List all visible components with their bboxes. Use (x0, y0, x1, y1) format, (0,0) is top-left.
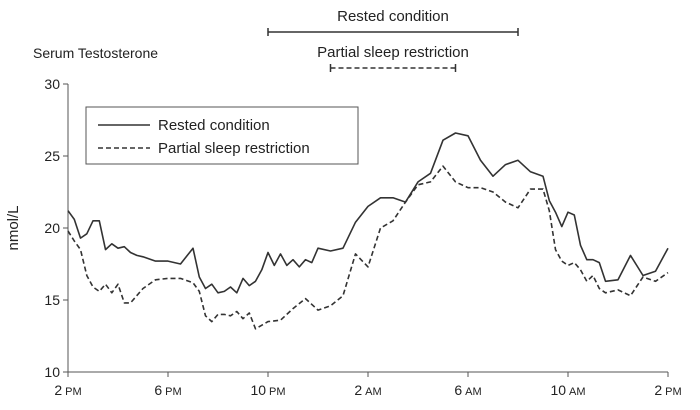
series-line-rested-condition (67, 132, 669, 294)
x-tick-ampm: AM (365, 386, 382, 398)
x-tick-hour: 2 (654, 382, 662, 398)
x-tick-label: 10 PM (250, 382, 285, 398)
x-tick-hour: 2 (354, 382, 362, 398)
y-ticks: 10 15 20 25 30 (44, 76, 68, 380)
y-tick-label: 25 (44, 148, 60, 164)
x-ticks: 2 PM 6 PM 10 PM 2 AM 6 AM 10 AM 2 PM (54, 372, 682, 398)
legend-box (85, 106, 359, 165)
x-tick-hour: 10 (550, 382, 566, 398)
legend-label: Rested condition (158, 117, 270, 134)
series-layer (67, 132, 669, 330)
y-tick-label: 20 (44, 220, 60, 236)
x-tick-hour: 10 (250, 382, 266, 398)
y-tick-label: 30 (44, 76, 60, 92)
x-tick-label: 2 PM (54, 382, 81, 398)
x-tick-ampm: AM (465, 386, 482, 398)
x-tick-label: 2 AM (354, 382, 381, 398)
x-tick-label: 2 PM (654, 382, 681, 398)
chart-title: Serum Testosterone (33, 45, 158, 61)
x-tick-hour: 6 (154, 382, 162, 398)
x-tick-label: 10 AM (550, 382, 585, 398)
x-tick-ampm: PM (665, 386, 682, 398)
legend-label: Partial sleep restriction (158, 140, 310, 157)
annotation-label: Partial sleep restriction (317, 44, 469, 61)
x-tick-ampm: PM (65, 386, 82, 398)
x-tick-hour: 2 (54, 382, 62, 398)
x-tick-ampm: PM (165, 386, 182, 398)
y-tick-label: 10 (44, 364, 60, 380)
x-tick-label: 6 AM (454, 382, 481, 398)
annotations-layer: Rested condition Partial sleep restrictio… (267, 8, 519, 72)
x-tick-ampm: AM (569, 386, 586, 398)
y-tick-label: 15 (44, 292, 60, 308)
legend: Rested condition Partial sleep restrictio… (85, 106, 359, 165)
annotation-label: Rested condition (337, 8, 449, 25)
series-line-partial-sleep-restriction (67, 165, 669, 330)
x-tick-hour: 6 (454, 382, 462, 398)
y-axis-label: nmol/L (5, 205, 22, 250)
x-tick-label: 6 PM (154, 382, 181, 398)
x-tick-ampm: PM (269, 386, 286, 398)
